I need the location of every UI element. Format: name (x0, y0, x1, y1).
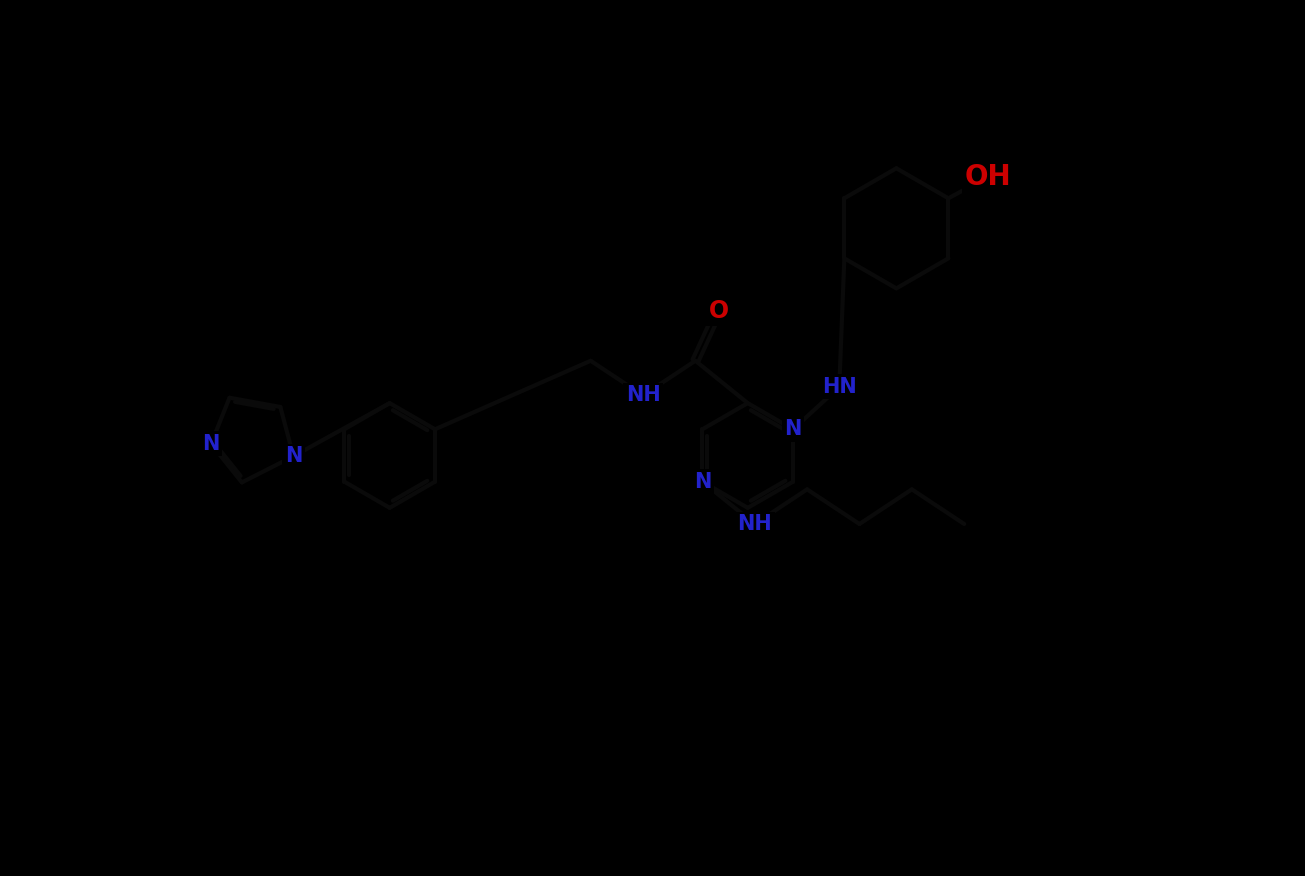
Text: N: N (284, 446, 303, 466)
Text: O: O (709, 299, 728, 322)
Text: N: N (694, 471, 711, 491)
Text: N: N (202, 434, 219, 454)
Text: NH: NH (625, 385, 660, 406)
Text: NH: NH (737, 514, 773, 534)
Text: N: N (784, 420, 801, 439)
Text: HN: HN (822, 377, 856, 397)
Text: OH: OH (966, 163, 1011, 191)
